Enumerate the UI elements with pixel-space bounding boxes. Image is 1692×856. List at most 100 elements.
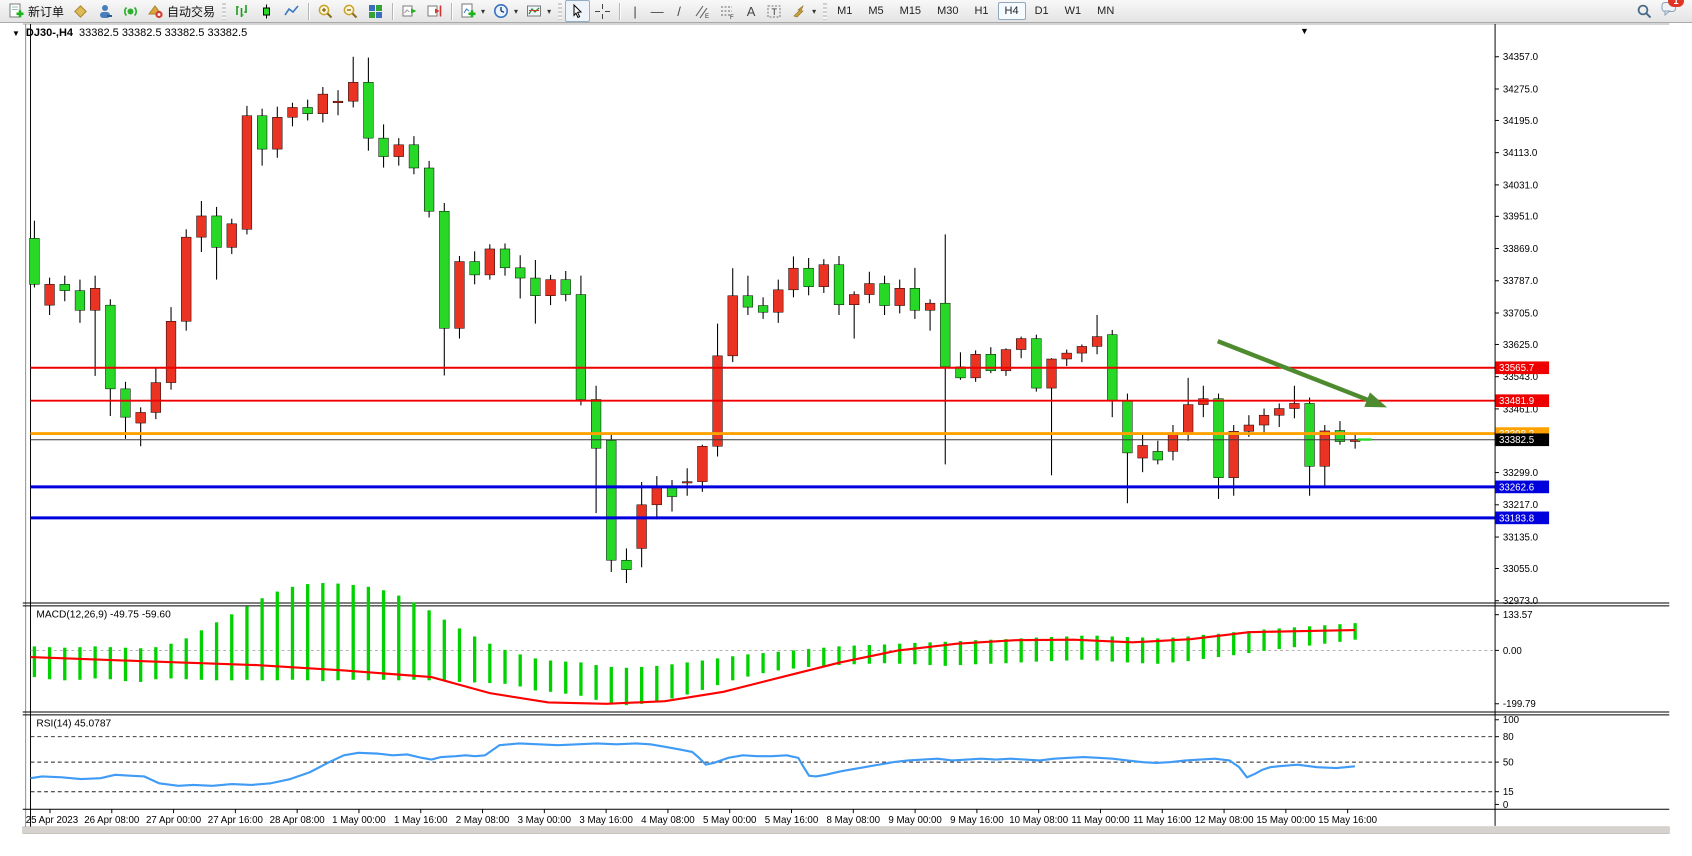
svg-text:33625.0: 33625.0: [1503, 340, 1539, 351]
new-order-button[interactable]: 新订单: [4, 1, 68, 21]
clock-icon: [493, 3, 510, 20]
svg-text:5 May 00:00: 5 May 00:00: [703, 815, 757, 826]
price-badge: [1495, 361, 1550, 375]
chart-area[interactable]: 34357.0 34275.0 34195.0 34113.0 34031.0 33951…: [0, 23, 1692, 856]
macd-bar: [852, 645, 856, 665]
macd-bar: [1216, 633, 1221, 658]
text-label-tool-button[interactable]: T: [762, 1, 787, 21]
timeframe-D1[interactable]: D1: [1034, 5, 1049, 17]
macd-bar: [412, 602, 416, 680]
candle: [332, 100, 344, 103]
svg-text:3 May 16:00: 3 May 16:00: [579, 815, 633, 826]
fibonacci-tool-button[interactable]: F: [715, 1, 740, 21]
macd-bar: [1065, 636, 1069, 661]
candle: [803, 267, 814, 287]
timeframe-W1[interactable]: W1: [1064, 5, 1082, 17]
chart-shift-marker-icon[interactable]: ▼: [1300, 26, 1309, 36]
svg-text:33217.0: 33217.0: [1503, 500, 1539, 511]
macd-bar: [989, 639, 993, 664]
signals-button[interactable]: [118, 1, 143, 21]
candle: [1319, 430, 1330, 467]
crosshair-tool-button[interactable]: [590, 1, 615, 21]
timeframe-M1[interactable]: M1: [837, 5, 853, 17]
price-levels: [30, 366, 1496, 520]
rsi-label: RSI(14) 45.0787: [36, 719, 111, 730]
timeframe-M5[interactable]: M5: [868, 5, 884, 17]
macd-bar: [943, 641, 947, 666]
indicators-button[interactable]: ▾: [456, 1, 489, 21]
price-badge: [1495, 480, 1550, 494]
svg-text:15 May 00:00: 15 May 00:00: [1256, 815, 1315, 826]
cursor-tool-button[interactable]: [565, 0, 591, 22]
zoom-out-button[interactable]: [338, 1, 363, 21]
horizontal-line-tool-button[interactable]: —: [646, 1, 668, 21]
profile-icon: [97, 3, 114, 20]
toolbar-right: 1: [1636, 0, 1688, 22]
candle: [1274, 408, 1285, 416]
macd-bar: [594, 665, 598, 700]
dropdown-caret-icon: ▾: [812, 6, 817, 16]
symbol-dropdown-icon[interactable]: ▼: [12, 28, 20, 38]
tile-windows-button[interactable]: [363, 1, 388, 21]
indicators-icon: [460, 3, 477, 20]
new-order-label: 新订单: [28, 4, 65, 19]
macd-bar: [579, 662, 583, 696]
macd-bar: [32, 646, 37, 678]
candle: [211, 215, 222, 248]
candle: [575, 294, 587, 400]
autotrading-button[interactable]: 自动交易: [143, 1, 219, 21]
autotrading-label: 自动交易: [167, 4, 216, 19]
svg-text:9 May 00:00: 9 May 00:00: [888, 815, 942, 826]
vertical-line-tool-button[interactable]: |: [624, 1, 646, 21]
timeframe-H4[interactable]: H4: [997, 2, 1026, 20]
bar-chart-button[interactable]: [229, 1, 254, 21]
svg-text:11 May 16:00: 11 May 16:00: [1133, 815, 1192, 826]
candle: [545, 279, 556, 296]
candle: [621, 559, 632, 570]
toolbar-grip: [823, 2, 828, 20]
periods-button[interactable]: ▾: [489, 1, 522, 21]
svg-text:34031.0: 34031.0: [1503, 180, 1539, 191]
macd-bar: [1049, 637, 1054, 662]
profile-button[interactable]: [93, 1, 118, 21]
text-tool-button[interactable]: A: [740, 1, 762, 21]
channel-tool-button[interactable]: E: [690, 1, 715, 21]
candlestick-icon: [258, 3, 275, 20]
candle: [469, 261, 480, 276]
macd-bar: [761, 653, 765, 674]
macd-bar: [624, 667, 629, 706]
window-bottom-strip: [22, 826, 1670, 834]
search-icon[interactable]: [1636, 3, 1653, 20]
macd-bar: [1247, 631, 1251, 654]
arrows-tool-button[interactable]: ▾: [787, 1, 820, 21]
svg-text:50: 50: [1503, 757, 1514, 768]
macd-bar: [715, 658, 720, 686]
templates-button[interactable]: ▾: [522, 1, 555, 21]
svg-text:10 May 08:00: 10 May 08:00: [1009, 815, 1068, 826]
macd-bar: [639, 666, 644, 704]
line-chart-button[interactable]: [279, 1, 304, 21]
candlestick-button[interactable]: [254, 1, 279, 21]
time-axis[interactable]: 25 Apr 2023 26 Apr 08:00 27 Apr 00:00 27 Ap…: [22, 808, 1670, 826]
zoom-in-button[interactable]: [313, 1, 338, 21]
macd-bar: [1186, 636, 1190, 662]
auto-scroll-button[interactable]: [397, 1, 422, 21]
macd-bar: [1125, 637, 1130, 663]
timeframe-MN[interactable]: MN: [1097, 5, 1115, 17]
candle: [1091, 336, 1103, 347]
macd-bar: [214, 622, 219, 681]
macd-bar: [670, 664, 674, 699]
timeframe-M30[interactable]: M30: [937, 5, 959, 17]
timeframe-H1[interactable]: H1: [974, 5, 989, 17]
trendline-tool-button[interactable]: /: [668, 1, 690, 21]
candle: [165, 321, 177, 383]
chart-shift-button[interactable]: [422, 1, 447, 21]
market-watch-button[interactable]: [68, 1, 93, 21]
macd-bar: [245, 606, 249, 680]
timeframe-M15[interactable]: M15: [899, 5, 922, 17]
chart-title: ▼ DJ30-,H4 33382.5 33382.5 33382.5 33382…: [12, 27, 247, 39]
price-axis[interactable]: 34357.0 34275.0 34195.0 34113.0 34031.0 33951…: [1494, 23, 1550, 826]
notifications-button[interactable]: 1: [1661, 0, 1684, 22]
macd-bar: [533, 658, 538, 691]
svg-text:3 May 00:00: 3 May 00:00: [518, 815, 572, 826]
